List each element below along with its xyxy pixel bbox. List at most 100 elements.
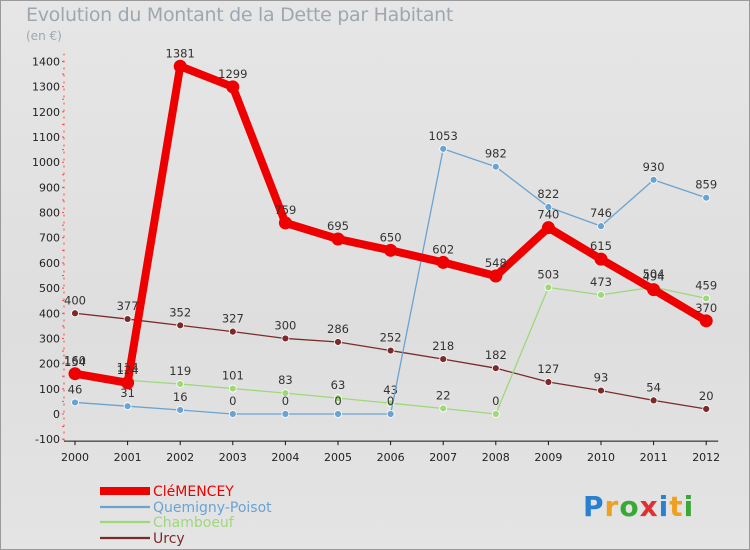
data-label: 182 — [485, 348, 507, 362]
x-tick-label: 2004 — [271, 451, 299, 464]
data-point — [334, 394, 342, 403]
legend-label: Urcy — [153, 531, 185, 547]
data-point — [281, 334, 290, 343]
x-tick-label: 2012 — [692, 451, 720, 464]
data-point — [121, 376, 135, 390]
data-label: 377 — [117, 299, 139, 313]
y-tick-label: 1400 — [32, 55, 60, 68]
data-point — [71, 309, 79, 318]
chart-title: Evolution du Montant de la Dette par Hab… — [26, 4, 454, 26]
y-tick-label: 1100 — [32, 131, 60, 144]
legend-label: Quemigny-Poisot — [153, 500, 272, 516]
data-label: 503 — [537, 267, 559, 281]
data-label: 370 — [695, 301, 717, 315]
x-tick-label: 2001 — [114, 451, 142, 464]
y-tick-label: 1000 — [32, 156, 60, 169]
data-point — [384, 243, 398, 257]
logo-letter: P — [583, 490, 605, 523]
x-tick-label: 2002 — [166, 451, 194, 464]
data-label: 54 — [646, 380, 661, 394]
data-point — [594, 252, 608, 266]
data-point — [334, 338, 342, 346]
y-tick-label: 200 — [39, 358, 60, 371]
data-point — [436, 255, 450, 269]
data-point — [278, 216, 292, 230]
data-point — [597, 222, 605, 231]
data-point — [281, 410, 290, 418]
x-tick-label: 2010 — [587, 451, 615, 464]
y-tick-label: 800 — [39, 207, 60, 220]
data-point — [68, 367, 82, 381]
data-point — [647, 283, 661, 297]
data-point — [491, 410, 500, 418]
data-label: 0 — [334, 394, 341, 408]
data-label: 63 — [331, 378, 346, 392]
data-label: 1381 — [166, 46, 195, 60]
data-label: 982 — [485, 147, 507, 161]
x-tick-label: 2006 — [377, 451, 405, 464]
data-point — [439, 144, 448, 153]
data-point — [176, 380, 185, 388]
data-label: 286 — [327, 322, 349, 336]
data-point — [439, 355, 448, 364]
data-label: 327 — [222, 312, 244, 326]
data-label: 504 — [643, 267, 665, 281]
data-point — [702, 405, 711, 413]
data-point — [541, 221, 555, 235]
data-label: 31 — [120, 386, 135, 400]
data-point — [649, 396, 658, 405]
x-tick-label: 2003 — [219, 451, 247, 464]
legend-label: Chamboeuf — [153, 515, 235, 531]
logo-letter: r — [604, 490, 620, 523]
data-point — [439, 404, 448, 413]
data-point — [491, 364, 500, 373]
data-point — [702, 294, 711, 303]
data-point — [123, 315, 132, 323]
data-label: 1299 — [218, 67, 247, 81]
data-point — [226, 80, 240, 94]
data-label: 650 — [380, 230, 402, 244]
x-tick-label: 2009 — [534, 451, 562, 464]
data-point — [544, 203, 553, 211]
data-label: 20 — [699, 389, 714, 403]
x-tick-label: 2005 — [324, 451, 352, 464]
data-point — [331, 232, 345, 246]
data-label: 46 — [68, 382, 83, 396]
x-tick-label: 2011 — [640, 451, 668, 464]
data-point — [228, 384, 237, 393]
data-label: 473 — [590, 275, 612, 289]
data-label: 127 — [537, 362, 559, 376]
logo-letter: i — [658, 490, 670, 523]
y-tick-label: 1300 — [32, 81, 60, 94]
data-point — [491, 162, 500, 171]
chart-unit-label: (en €) — [26, 29, 62, 43]
data-label: 218 — [432, 339, 454, 353]
data-point — [228, 410, 237, 418]
data-label: 740 — [537, 208, 559, 222]
data-label: 1053 — [429, 129, 458, 143]
data-label: 615 — [590, 239, 612, 253]
data-point — [71, 398, 79, 407]
data-point — [489, 269, 503, 283]
data-label: 352 — [169, 305, 191, 319]
data-label: 746 — [590, 206, 612, 220]
logo-letter: i — [683, 490, 695, 523]
y-tick-label: 900 — [39, 181, 60, 194]
data-point — [699, 314, 713, 328]
data-point — [176, 406, 185, 414]
data-label: 300 — [274, 318, 296, 332]
data-label: 0 — [492, 394, 499, 408]
data-point — [386, 410, 395, 418]
y-tick-label: 300 — [39, 332, 60, 345]
data-label: 22 — [436, 388, 451, 402]
logo-letter: x — [639, 490, 659, 523]
data-point — [649, 175, 658, 184]
data-point — [386, 346, 395, 355]
data-label: 124 — [117, 363, 139, 377]
data-label: 859 — [695, 178, 717, 192]
data-point — [173, 59, 187, 73]
data-point — [334, 410, 342, 418]
data-label: 160 — [64, 354, 86, 368]
